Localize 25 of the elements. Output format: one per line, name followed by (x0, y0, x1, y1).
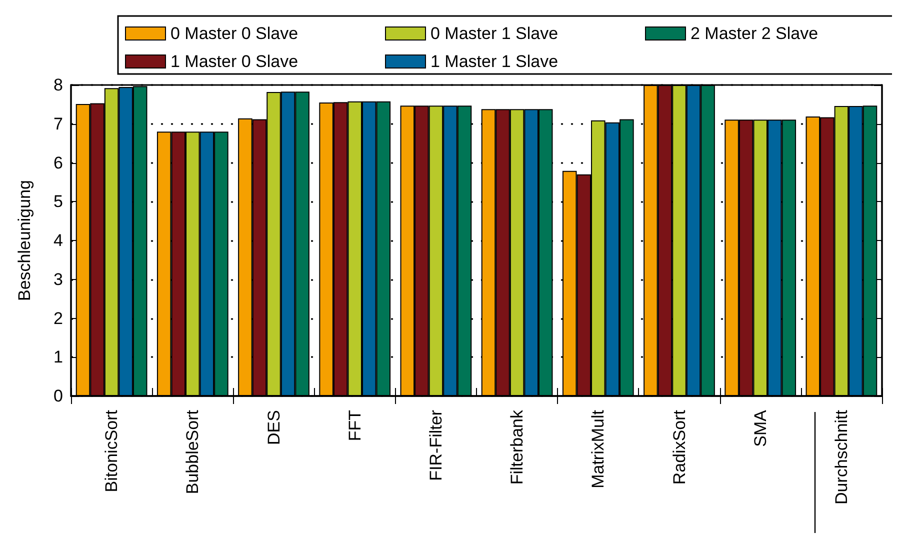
y-tick-label: 5 (54, 192, 63, 212)
y-axis-title: Beschleunigung (15, 180, 34, 301)
y-tick-label: 2 (54, 308, 63, 328)
x-tick-label: DES (264, 410, 284, 445)
x-tick-label: MatrixMult (588, 410, 608, 488)
x-tick-label: FFT (345, 410, 364, 442)
y-tick-label: 0 (54, 386, 63, 406)
legend-label: 1 Master 0 Slave (170, 52, 298, 71)
x-tick-label: Durchschnitt (832, 410, 851, 504)
legend-label: 0 Master 1 Slave (430, 24, 558, 43)
x-tick-label: SMA (750, 409, 770, 447)
x-tick-label: FIR-Filter (426, 410, 446, 481)
x-tick-label: BitonicSort (102, 410, 122, 492)
legend-label: 2 Master 2 Slave (690, 24, 818, 43)
y-tick-label: 8 (54, 76, 63, 94)
x-tick-label: BubbleSort (183, 410, 202, 494)
legend-label: 1 Master 1 Slave (430, 52, 558, 71)
x-tick-label: RadixSort (670, 410, 689, 485)
y-tick-label: 4 (54, 231, 63, 250)
y-tick-label: 6 (54, 153, 63, 172)
y-tick-label: 3 (54, 270, 63, 289)
legend-label: 0 Master 0 Slave (170, 24, 298, 43)
x-tick-label: Filterbank (508, 410, 527, 485)
y-tick-label: 7 (54, 114, 63, 134)
y-tick-label: 1 (54, 348, 63, 367)
